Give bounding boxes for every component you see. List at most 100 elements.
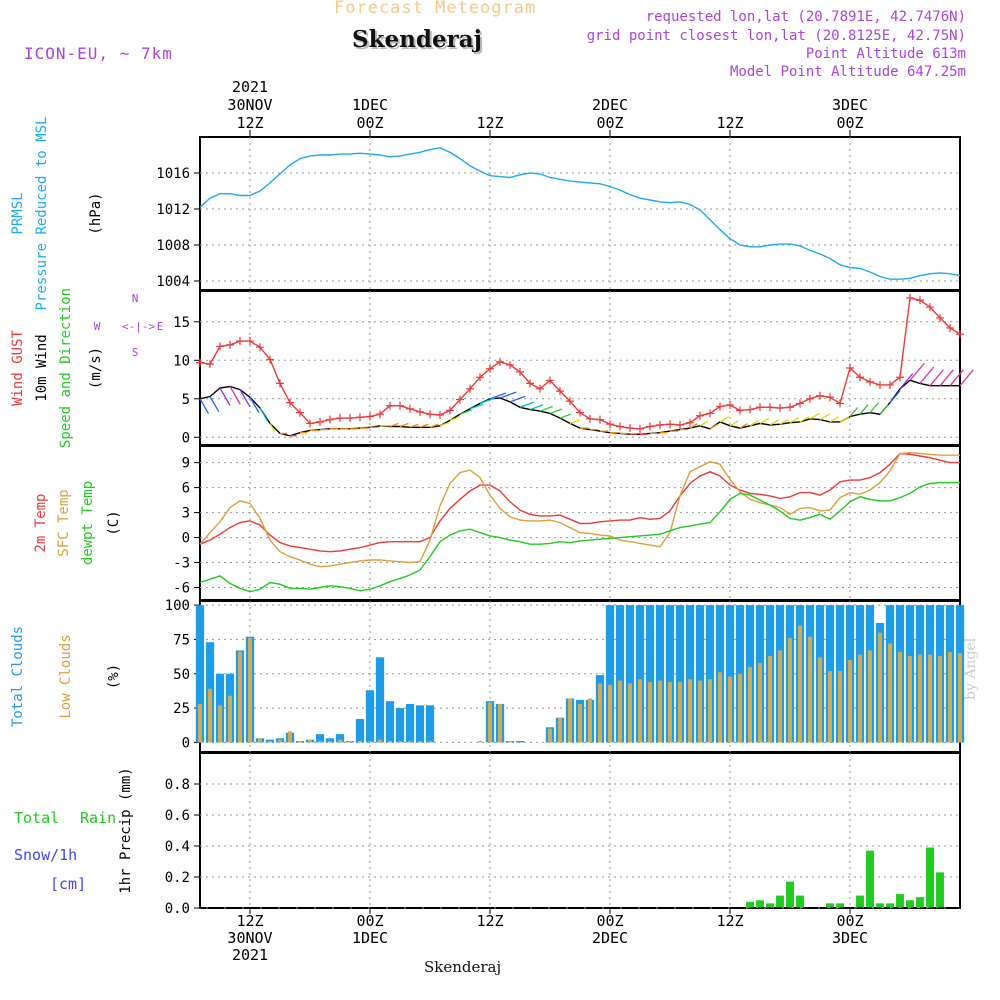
low-clouds-bar [608,684,612,743]
total-clouds-bar [315,734,325,743]
low-clouds-bar [918,654,922,743]
wind-direction-arrow [489,392,507,400]
y-tick-label: 1004 [156,274,190,290]
low-clouds-bar [688,679,692,743]
wind-direction-arrow [779,418,789,425]
total-clouds-bar [655,605,665,743]
y-tick-label: 15 [173,315,190,331]
top-time-label: 00Z [836,114,863,132]
gust-marker [746,405,754,414]
wind-direction-arrow [389,422,399,428]
wind-direction-arrow [719,416,730,423]
gust-marker [416,407,424,416]
wind-ylabel: 10m Wind [34,334,50,401]
total-clouds-bar [605,605,615,743]
wind-direction-arrow [439,421,449,427]
rain-bar [936,872,944,908]
low-clouds-bar [578,703,582,743]
wind-direction-arrow [399,422,409,428]
rain-bar [906,900,914,908]
low-clouds-bar [668,681,672,743]
compass-east: E [157,320,164,333]
low-clouds-bar [398,741,402,743]
clouds-ylabel: Low Clouds [58,634,74,718]
wind-direction-arrow [219,387,231,406]
gust-marker [536,384,544,393]
total-clouds-bar [365,690,375,743]
y-tick-label: 1012 [156,202,190,218]
y-tick-label: 0 [182,531,190,547]
total-clouds-bar [395,708,405,743]
requested-coords: requested lon,lat (20.7891E, 42.7476N) [645,9,966,25]
low-clouds-bar [888,643,892,743]
low-clouds-bar [948,651,952,743]
gust-marker [896,373,904,382]
rain-bar [886,903,894,908]
wind-direction-arrow [209,396,220,413]
rain-bar [766,903,774,908]
legend-snow-units: [cm] [50,875,86,893]
wind-direction-arrow [569,419,580,425]
gust-marker [886,380,894,389]
wind-direction-arrow [259,407,268,421]
gust-marker [436,410,444,419]
wind-direction-arrow [889,390,901,404]
low-clouds-bar [748,666,752,743]
y-tick-label: -6 [173,581,190,597]
gust-marker [486,364,494,373]
gust-marker [256,343,264,352]
low-clouds-bar [858,654,862,743]
gust-marker [466,384,474,393]
top-time-label: 2021 [232,78,268,96]
y-tick-label: 0 [182,735,190,751]
low-clouds-bar [548,728,552,743]
top-time-label: 3DEC [832,96,868,114]
precip-panel [194,752,961,909]
gust-marker [206,360,214,369]
y-tick-label: 3 [182,506,190,522]
total-clouds-bar [325,738,335,743]
pressure-ylabel: Pressure Reduced to MSL [34,117,50,311]
wind-direction-arrow [809,412,821,420]
low-clouds-bar [418,741,422,743]
gust-marker [516,367,524,376]
wind-direction-arrow [689,423,698,429]
y-tick-label: 100 [165,598,190,614]
total-clouds-bar [695,605,705,743]
total-clouds-bar [415,705,425,743]
gust-marker [286,398,294,407]
low-clouds-bar [318,741,322,743]
gust-marker [326,415,334,424]
y-tick-label: 1008 [156,238,190,254]
wind-direction-arrow [539,405,553,412]
total-clouds-bar [515,741,525,743]
gust-marker [226,340,234,349]
clouds-ylabel: Total Clouds [10,626,26,727]
pressure-ylabel: (hPa) [88,192,104,234]
gust-marker [946,323,954,332]
rain-bar [856,895,864,908]
low-clouds-bar [358,741,362,743]
low-clouds-bar [298,741,302,743]
low-clouds-bar [628,683,632,743]
gust-marker [556,387,564,396]
total-clouds-bar [685,605,695,743]
low-clouds-bar [938,655,942,743]
bottom-time-label: 00Z [596,912,623,930]
gust-marker [936,313,944,322]
low-clouds-bar [928,654,932,743]
wind-direction-arrow [839,416,850,423]
wind-direction-arrow [949,369,964,387]
low-clouds-bar [728,676,732,743]
wind-direction-arrow [479,397,495,405]
gust-marker [196,358,204,367]
low-clouds-bar [238,651,242,743]
wind-direction-arrow [509,395,526,403]
product-title: Forecast Meteogram [334,0,537,18]
y-tick-label: 0.8 [165,777,190,793]
low-clouds-bar [648,681,652,743]
wind-direction-arrow [199,398,210,414]
y-tick-label: 0.4 [165,839,190,855]
compass-arrow: <-|-> [122,320,155,333]
legend-rain: Rain [80,809,116,827]
